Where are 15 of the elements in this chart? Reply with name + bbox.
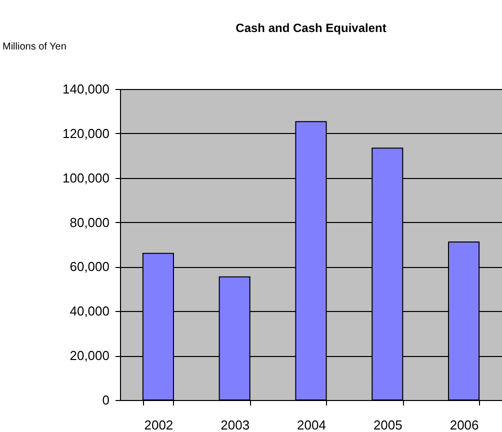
y-tick-label: 120,000 (62, 126, 110, 141)
y-tick-label: 20,000 (70, 348, 110, 364)
y-tick-label: 80,000 (70, 214, 110, 230)
x-tick-label: 2005 (373, 418, 402, 432)
y-tick-label: 60,000 (70, 259, 110, 274)
x-tick-label: 2003 (220, 418, 250, 432)
y-tick-label: 0 (102, 392, 110, 408)
x-tick-label: 2002 (144, 418, 174, 432)
chart-title: Cash and Cash Equivalent (236, 21, 386, 35)
y-tick-label: 140,000 (62, 82, 110, 96)
x-tick-label: 2004 (297, 418, 326, 432)
y-axis-title: Millions of Yen (2, 42, 66, 52)
y-tick-label: 40,000 (70, 304, 110, 319)
y-tick-label: 100,000 (62, 170, 110, 186)
x-tick-label: 2006 (450, 418, 479, 432)
